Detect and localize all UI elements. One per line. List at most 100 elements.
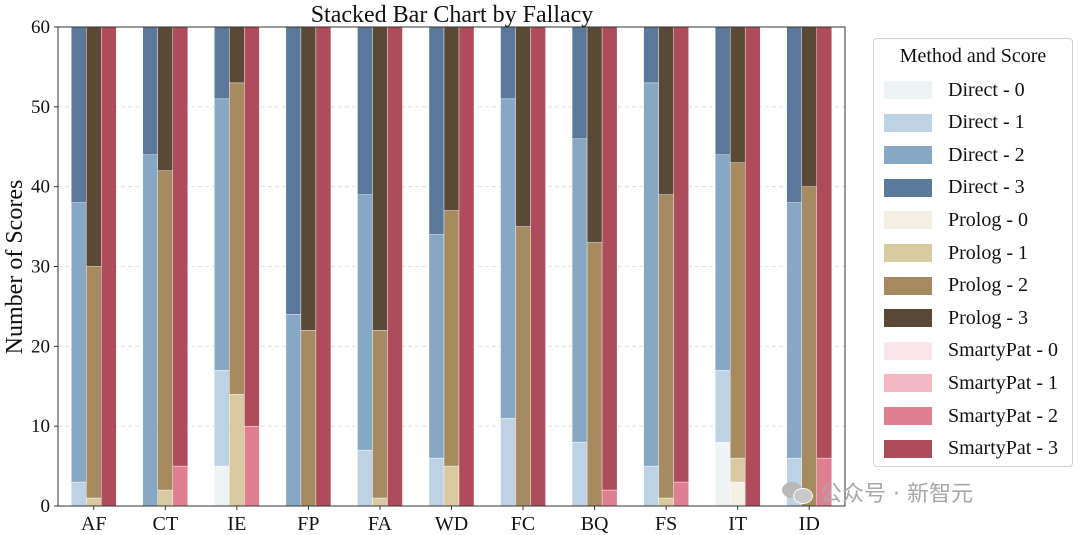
bar-segment bbox=[229, 82, 245, 395]
bar-segment bbox=[643, 82, 659, 467]
legend-item: SmartyPat - 0 bbox=[884, 338, 1058, 364]
x-tick-label: IT bbox=[728, 513, 747, 535]
y-axis-label: Number of Scores bbox=[2, 180, 28, 355]
bar-segment bbox=[86, 266, 102, 499]
bar-segment bbox=[229, 26, 245, 84]
legend-label: Prolog - 1 bbox=[948, 241, 1028, 264]
bar-segment bbox=[172, 465, 189, 507]
legend-item: Direct - 3 bbox=[884, 175, 1025, 201]
bar-segment bbox=[714, 370, 731, 443]
bar-segment bbox=[142, 26, 159, 155]
legend-label: Prolog - 2 bbox=[948, 274, 1028, 297]
legend-swatch bbox=[884, 178, 932, 197]
wechat-icon bbox=[782, 480, 813, 504]
x-tick-label: AF bbox=[81, 513, 107, 535]
bar-segment bbox=[801, 186, 817, 507]
bar-segment bbox=[357, 194, 373, 451]
y-tick-label: 10 bbox=[31, 416, 50, 437]
bar-segment bbox=[571, 441, 588, 507]
bar-segment bbox=[816, 26, 832, 459]
bar-segment bbox=[214, 370, 230, 467]
legend-label: SmartyPat - 1 bbox=[948, 371, 1058, 394]
watermark-text: 公众号 · 新智元 bbox=[820, 482, 973, 507]
bar-segment bbox=[515, 226, 531, 507]
bar-segment bbox=[71, 26, 87, 203]
legend-swatch bbox=[884, 113, 932, 132]
legend-label: SmartyPat - 0 bbox=[948, 339, 1058, 362]
bar-segment bbox=[729, 26, 746, 163]
bar-segment bbox=[586, 242, 603, 507]
bar-segment bbox=[357, 449, 373, 507]
bar-segment bbox=[714, 26, 731, 155]
bar-segment bbox=[86, 26, 102, 267]
bar-segment bbox=[601, 489, 618, 507]
bar-segment bbox=[714, 441, 731, 507]
legend-label: Direct - 1 bbox=[948, 111, 1025, 134]
bar-segment bbox=[786, 26, 802, 203]
y-tick-label: 20 bbox=[31, 336, 50, 357]
bar-segment bbox=[101, 26, 117, 507]
legend-swatch bbox=[884, 407, 932, 425]
legend-swatch bbox=[884, 244, 932, 262]
legend: Method and Score Direct - 0 Direct - 1 Dir… bbox=[873, 38, 1073, 467]
bar-segment bbox=[244, 26, 260, 427]
legend-label: Prolog - 3 bbox=[948, 306, 1028, 329]
bar-segment bbox=[643, 26, 659, 84]
bar-segment bbox=[285, 314, 302, 507]
bar-segment bbox=[658, 497, 674, 507]
bar-segment bbox=[729, 457, 746, 483]
bar-segment bbox=[71, 481, 87, 507]
bar-segment bbox=[729, 162, 746, 459]
bar-segment bbox=[244, 425, 260, 507]
bar-segment bbox=[500, 98, 516, 419]
bar-segment bbox=[673, 481, 689, 507]
legend-item: Prolog - 3 bbox=[884, 305, 1028, 331]
bar-segment bbox=[500, 417, 516, 507]
legend-item: Direct - 0 bbox=[884, 77, 1025, 103]
y-tick-label: 40 bbox=[31, 177, 50, 198]
legend-label: Direct - 2 bbox=[948, 143, 1025, 166]
bar-segment bbox=[372, 497, 388, 507]
legend-label: SmartyPat - 3 bbox=[948, 437, 1058, 460]
legend-label: Direct - 3 bbox=[948, 176, 1025, 199]
y-tick-label: 0 bbox=[41, 496, 51, 517]
legend-label: Prolog - 0 bbox=[948, 208, 1028, 231]
x-tick-label: FS bbox=[655, 513, 677, 535]
bar-segment bbox=[372, 26, 388, 331]
bar-segment bbox=[428, 26, 445, 235]
bars bbox=[71, 26, 832, 507]
bar-segment bbox=[714, 154, 731, 371]
legend-item: Direct - 2 bbox=[884, 142, 1025, 168]
legend-swatch bbox=[884, 374, 932, 393]
chart-title: Stacked Bar Chart by Fallacy bbox=[311, 2, 594, 28]
legend-item: Direct - 1 bbox=[884, 110, 1025, 136]
bar-segment bbox=[428, 457, 445, 507]
legend-swatch bbox=[884, 211, 932, 230]
x-tick-label: CT bbox=[153, 513, 179, 535]
legend-item: Prolog - 1 bbox=[884, 240, 1028, 266]
x-tick-label: BQ bbox=[581, 513, 609, 535]
bar-segment bbox=[214, 465, 230, 507]
bar-segment bbox=[530, 26, 546, 507]
bar-segment bbox=[315, 26, 332, 507]
x-tick-label: IE bbox=[227, 513, 246, 535]
legend-item: Prolog - 0 bbox=[884, 207, 1028, 233]
bar-segment bbox=[786, 202, 802, 459]
bar-segment bbox=[300, 26, 317, 331]
bar-segment bbox=[643, 465, 659, 507]
bar-segment bbox=[86, 497, 102, 507]
legend-swatch bbox=[884, 439, 932, 458]
bar-segment bbox=[214, 26, 230, 100]
y-tick-label: 30 bbox=[31, 257, 50, 278]
bar-segment bbox=[214, 98, 230, 371]
bar-segment bbox=[372, 330, 388, 499]
bar-segment bbox=[601, 26, 618, 491]
bar-segment bbox=[443, 210, 460, 467]
bar-segment bbox=[387, 26, 403, 507]
bar-segment bbox=[157, 489, 174, 507]
bar-segment bbox=[571, 26, 588, 139]
bar-segment bbox=[229, 394, 245, 507]
bar-segment bbox=[673, 26, 689, 483]
x-tick-label: FP bbox=[297, 513, 319, 535]
bar-segment bbox=[458, 26, 475, 507]
